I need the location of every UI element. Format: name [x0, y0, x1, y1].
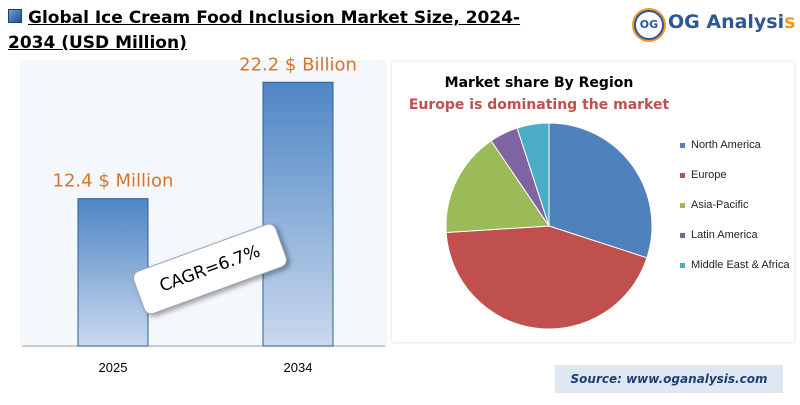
legend-swatch — [680, 263, 685, 268]
pie-slice-europe — [445, 225, 648, 330]
legend-swatch — [680, 233, 685, 238]
pie-chart-subtitle: Europe is dominating the market — [409, 97, 670, 113]
legend-item: Europe — [680, 168, 796, 198]
bar-2034 — [262, 81, 334, 347]
legend-label: Asia-Pacific — [691, 199, 749, 211]
legend-label: Middle East & Africa — [691, 259, 790, 271]
legend-item: Latin America — [680, 228, 796, 258]
x-tick-label: 2025 — [99, 360, 128, 375]
pie-slice-asia-pacific — [445, 140, 550, 234]
x-tick-label: 2034 — [284, 360, 313, 375]
legend-item: North America — [680, 138, 796, 168]
bar-value-label: 12.4 $ Million — [53, 171, 174, 192]
bar-value-label: 22.2 $ Billion — [239, 54, 357, 75]
page-title-text: Global Ice Cream Food Inclusion Market S… — [8, 8, 521, 53]
title-marker-icon — [8, 9, 22, 23]
logo-name-main: OG Analysi — [668, 11, 785, 33]
pie-chart-title: Market share By Region — [445, 75, 634, 91]
legend-item: Asia-Pacific — [680, 198, 796, 228]
legend-label: Europe — [691, 169, 727, 181]
legend-label: North America — [691, 139, 761, 151]
pie-slice-north-america — [548, 122, 653, 259]
logo-name-accent: s — [784, 11, 796, 33]
logo-name: OG Analysis — [668, 11, 795, 33]
legend-item: Middle East & Africa — [680, 258, 796, 288]
legend-swatch — [680, 203, 685, 208]
legend-swatch — [680, 143, 685, 148]
legend-label: Latin America — [691, 229, 758, 241]
pie-chart-legend: North America Europe Asia-Pacific Latin Ame… — [680, 138, 796, 288]
logo-badge-icon: OG — [634, 10, 664, 40]
legend-swatch — [680, 173, 685, 178]
pie-slice-middle-east-africa — [516, 122, 550, 227]
og-analysis-logo: OG OG Analysis — [634, 10, 798, 42]
page-title: Global Ice Cream Food Inclusion Market S… — [8, 6, 538, 56]
source-note: Source: www.oganalysis.com — [555, 365, 783, 393]
